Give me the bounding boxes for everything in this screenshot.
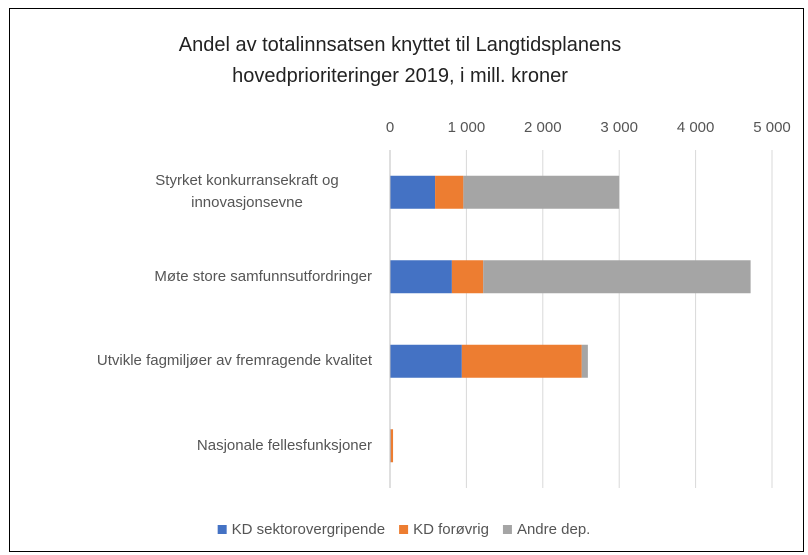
x-tick-label: 2 000 — [524, 119, 562, 136]
legend-swatch — [399, 525, 409, 534]
x-tick-label: 3 000 — [600, 119, 638, 136]
bar-segment — [390, 175, 436, 209]
bar-segment — [463, 175, 620, 209]
bar-segment — [390, 344, 462, 378]
x-tick-label: 0 — [386, 119, 394, 136]
y-tick-label: Nasjonale fellesfunksjoner — [196, 436, 372, 454]
bar-segment — [390, 260, 452, 294]
bar-segment — [581, 344, 588, 378]
y-tick-label: Styrket konkurransekraft og innovasjonse… — [155, 172, 339, 212]
x-tick-label: 5 000 — [753, 119, 791, 136]
bar-segment — [483, 260, 751, 294]
chart-border — [9, 8, 804, 552]
y-tick-label: Utvikle fagmiljøer av fremragende kvalit… — [96, 352, 372, 370]
bar-segment — [390, 429, 394, 463]
legend-label: KD forøvrig — [413, 521, 489, 538]
bar-segment — [435, 175, 464, 209]
legend-label: KD sektorovergripende — [232, 521, 385, 538]
legend-swatch — [502, 525, 512, 534]
bar-segment — [461, 344, 582, 378]
legend-label: Andre dep. — [517, 521, 590, 538]
bar-segment — [451, 260, 484, 294]
x-tick-label: 4 000 — [677, 119, 715, 136]
x-tick-label: 1 000 — [448, 119, 486, 136]
chart-title: Andel av totalinnsatsen knyttet til Lang… — [178, 34, 622, 87]
y-tick-label: Møte store samfunnsutfordringer — [154, 267, 372, 285]
legend-swatch — [217, 525, 227, 534]
